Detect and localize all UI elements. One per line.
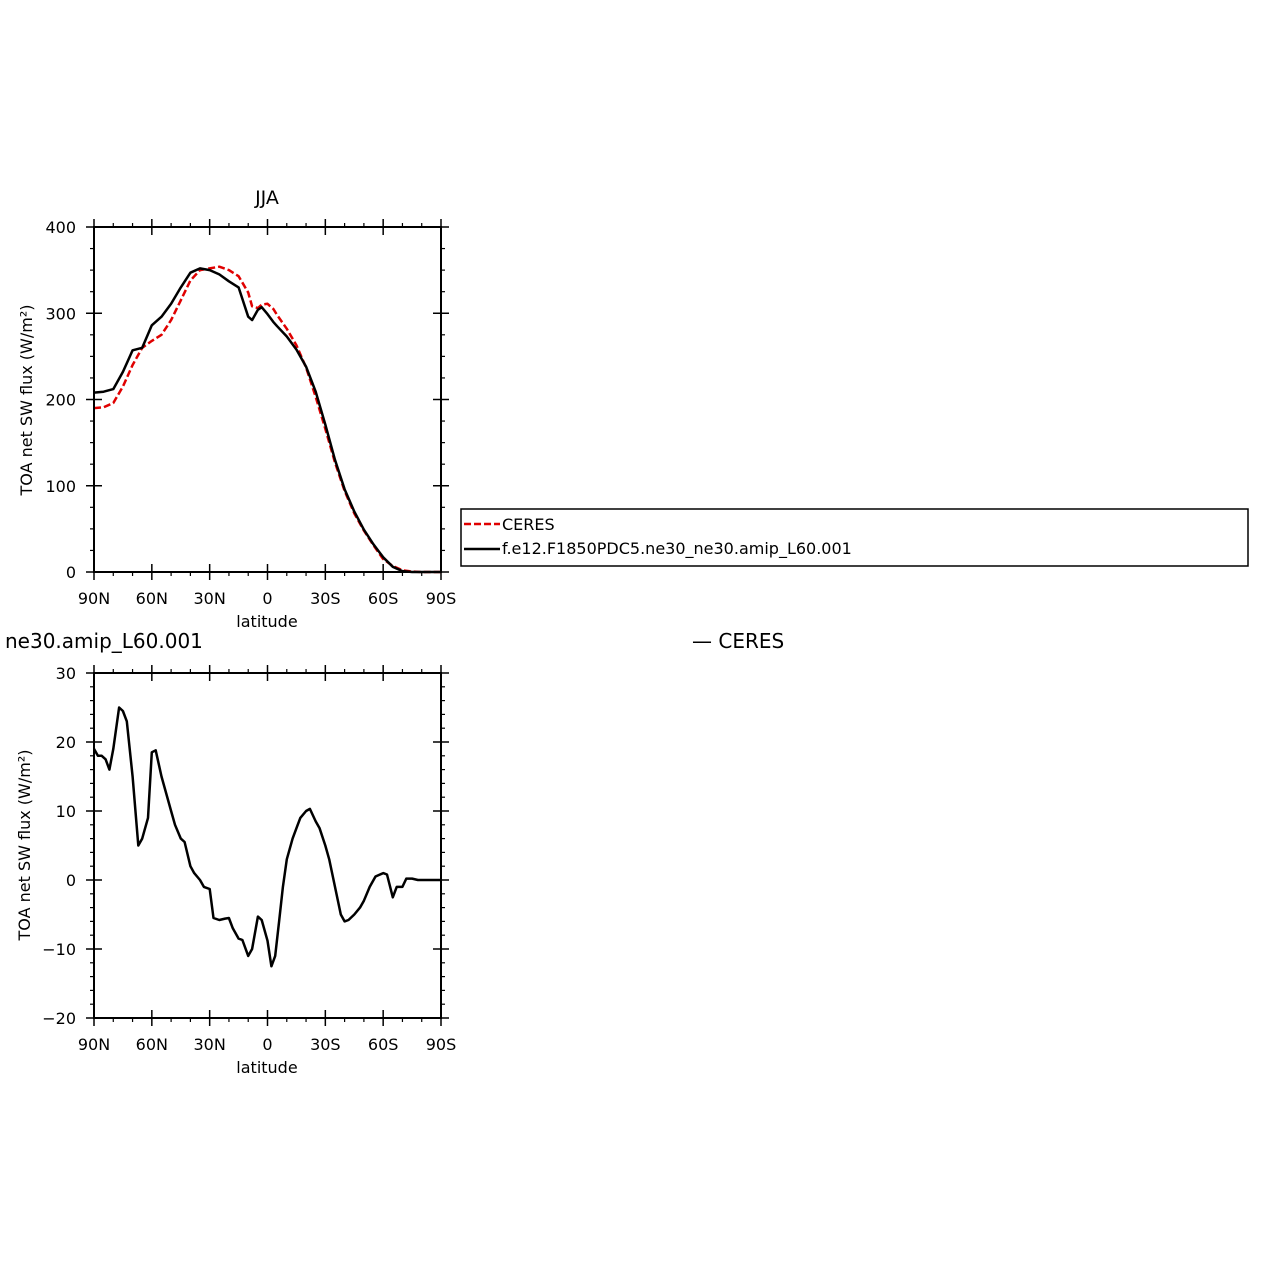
series-line-1	[93, 267, 441, 574]
top-chart-ylabel: TOA net SW flux (W/m²)	[17, 305, 36, 497]
legend-label-ceres: CERES	[502, 515, 555, 534]
y-tick-label: −10	[42, 940, 76, 959]
bottom-chart-xlabel: latitude	[236, 1058, 297, 1077]
series-line-0	[93, 265, 441, 574]
bottom-chart-title: ne30.amip_L60.001	[5, 629, 203, 653]
bottom-chart-ylabel: TOA net SW flux (W/m²)	[15, 750, 34, 942]
y-tick-label: 30	[56, 664, 76, 683]
x-tick-label: 60S	[368, 589, 399, 608]
top-chart-frame	[93, 226, 442, 573]
y-tick-label: 10	[56, 802, 76, 821]
top-chart-series	[93, 265, 441, 574]
legend-label-model: f.e12.F1850PDC5.ne30_ne30.amip_L60.001	[502, 539, 852, 559]
y-tick-label: 400	[45, 218, 76, 237]
y-tick-label: 300	[45, 304, 76, 323]
x-tick-label: 60N	[136, 589, 168, 608]
top-chart-tick-labels: 90N 60N 30N 0 30S 60S 90S 0 100 200 300 400	[45, 218, 456, 608]
top-chart-xlabel: latitude	[236, 612, 297, 631]
x-tick-label: 30N	[194, 589, 226, 608]
x-tick-label: 60S	[368, 1035, 399, 1054]
series-line-0	[92, 706, 441, 968]
legend-box	[460, 508, 1249, 567]
y-tick-label: 20	[56, 733, 76, 752]
y-tick-label: 200	[45, 391, 76, 410]
x-tick-label: 90S	[426, 1035, 457, 1054]
legend: CERES f.e12.F1850PDC5.ne30_ne30.amip_L60…	[460, 508, 1249, 567]
top-chart-title: JJA	[254, 187, 279, 209]
top-chart-ticks	[86, 219, 449, 580]
bottom-chart-ticks	[86, 665, 449, 1026]
bottom-chart: ne30.amip_L60.001 — CERES TOA net SW flu…	[5, 629, 784, 1077]
bottom-chart-subtitle: — CERES	[692, 629, 784, 653]
y-tick-label: −20	[42, 1009, 76, 1028]
y-tick-label: 100	[45, 477, 76, 496]
x-tick-label: 30N	[194, 1035, 226, 1054]
x-tick-label: 30S	[310, 1035, 341, 1054]
x-tick-label: 0	[262, 589, 272, 608]
bottom-chart-series	[92, 706, 441, 968]
x-tick-label: 30S	[310, 589, 341, 608]
x-tick-label: 90N	[78, 589, 110, 608]
y-tick-label: 0	[66, 563, 76, 582]
x-tick-label: 60N	[136, 1035, 168, 1054]
x-tick-label: 90S	[426, 589, 457, 608]
y-tick-label: 0	[66, 871, 76, 890]
bottom-chart-tick-labels: 90N 60N 30N 0 30S 60S 90S −20 −10 0 10 20 30	[42, 664, 456, 1054]
top-chart: JJA TOA net SW flux (W/m²) latitude 90N 6…	[17, 187, 456, 631]
x-tick-label: 90N	[78, 1035, 110, 1054]
x-tick-label: 0	[262, 1035, 272, 1054]
bottom-chart-frame	[93, 672, 442, 1019]
